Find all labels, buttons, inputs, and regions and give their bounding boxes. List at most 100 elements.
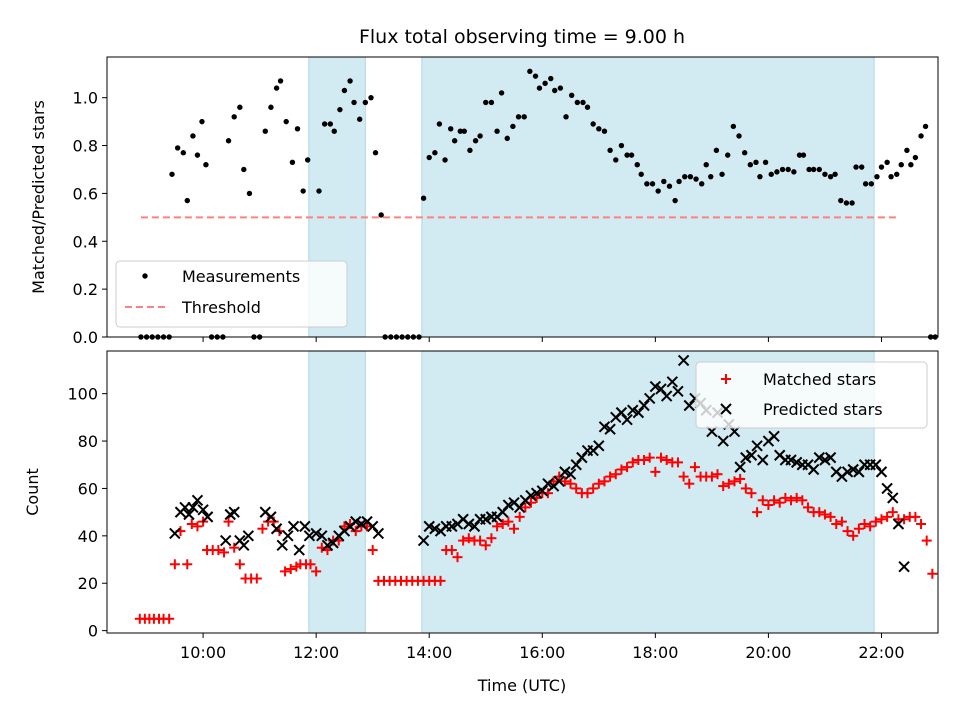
predicted-point <box>201 511 214 523</box>
measurement-point <box>174 145 181 151</box>
matched-point <box>853 523 864 534</box>
measurement-point <box>277 78 284 84</box>
top-y-tick-label: 0.6 <box>73 184 98 203</box>
predicted-point <box>327 537 339 549</box>
measurement-point <box>676 178 682 185</box>
bottom-legend: Matched stars Predicted stars <box>695 361 928 429</box>
measurement-point <box>655 188 661 194</box>
matched-point <box>280 566 291 577</box>
predicted-point <box>265 511 277 523</box>
legend-matched-marker <box>721 374 731 384</box>
measurement-point <box>231 114 237 120</box>
predicted-point <box>513 501 526 514</box>
matched-point <box>763 500 774 511</box>
measurement-point <box>584 104 591 110</box>
matched-point <box>559 476 570 487</box>
matched-point <box>285 564 296 575</box>
predicted-point <box>666 376 679 388</box>
predicted-point <box>745 449 758 461</box>
measurement-point <box>225 138 232 144</box>
measurement-point <box>300 188 306 194</box>
measurement-point <box>693 176 699 182</box>
matched-point <box>836 516 847 527</box>
legend-matched-label: Matched stars <box>763 370 876 389</box>
predicted-point <box>887 492 899 504</box>
measurement-point <box>442 157 448 163</box>
measurement-point <box>362 99 369 106</box>
bottom-y-tick-label: 80 <box>78 432 98 451</box>
measurement-point <box>262 128 268 134</box>
bottom-y-axis-label: Count <box>23 468 42 516</box>
matched-point <box>169 559 180 570</box>
measurement-point <box>922 123 929 130</box>
matched-point <box>463 533 474 544</box>
measurement-point <box>725 152 731 158</box>
matched-point <box>219 547 230 558</box>
predicted-point <box>768 430 780 443</box>
predicted-point <box>536 485 548 497</box>
predicted-point <box>621 414 633 426</box>
measurement-point <box>904 147 910 154</box>
top-y-tick-label: 0.0 <box>73 328 98 347</box>
measurement-point <box>268 104 274 110</box>
predicted-point <box>191 494 204 507</box>
matched-point <box>791 492 802 503</box>
measurement-point <box>849 200 855 206</box>
measurement-point <box>436 121 443 127</box>
measurement-point <box>368 94 374 101</box>
top-panel: 0.0 0.2 0.4 0.6 0.8 1.0 Matched/Predicted sta… <box>29 56 939 347</box>
matched-point <box>213 545 224 556</box>
measurement-point <box>634 161 640 168</box>
predicted-point <box>853 466 865 478</box>
predicted-point <box>316 530 328 542</box>
measurement-point <box>843 200 850 206</box>
measurement-point <box>448 126 454 132</box>
measurement-point <box>719 171 725 177</box>
matched-point <box>678 471 689 482</box>
bottom-x-tick-label: 14:00 <box>406 643 452 662</box>
top-legend: Measurements Threshold <box>115 260 348 328</box>
measurement-point <box>601 128 608 134</box>
matched-point <box>757 495 768 506</box>
matched-point <box>672 457 683 468</box>
matched-point <box>887 507 898 518</box>
matched-point <box>859 518 870 529</box>
measurement-point <box>169 171 175 177</box>
matched-point <box>627 457 638 468</box>
measurement-point <box>316 188 322 194</box>
legend-predicted-marker <box>720 403 732 415</box>
matched-point <box>593 478 604 489</box>
predicted-point <box>303 530 316 542</box>
measurement-point <box>638 171 644 177</box>
measurement-point <box>736 133 742 139</box>
bottom-x-tick-label: 10:00 <box>180 643 226 662</box>
measurement-point <box>580 99 586 106</box>
measurement-point <box>527 68 533 75</box>
measurement-point <box>618 142 625 149</box>
predicted-point <box>757 454 769 466</box>
measurement-point <box>800 152 807 158</box>
matched-point <box>503 516 514 527</box>
matched-point <box>650 466 661 477</box>
measurement-point <box>779 166 786 173</box>
measurement-point <box>912 154 919 161</box>
bottom-x-axis-label: Time (UTC) <box>477 676 566 695</box>
measurement-point <box>862 181 869 187</box>
measurement-point <box>184 197 190 204</box>
measurement-point <box>607 147 613 154</box>
measurement-point <box>741 150 748 156</box>
matched-point <box>639 455 650 466</box>
matched-point <box>723 478 734 489</box>
measurement-point <box>613 157 619 163</box>
matched-point <box>350 526 361 537</box>
matched-point <box>656 452 666 463</box>
bottom-x-ticks: 10:00 12:00 14:00 16:00 18:00 20:00 22:00 <box>180 633 905 662</box>
predicted-point <box>683 399 695 412</box>
bottom-x-tick-label: 20:00 <box>745 643 791 662</box>
bottom-x-tick-label: 12:00 <box>293 643 339 662</box>
measurement-point <box>574 99 581 106</box>
predicted-point <box>497 506 509 518</box>
measurement-point <box>596 126 602 132</box>
measurement-point <box>548 75 554 82</box>
matched-point <box>223 516 234 527</box>
